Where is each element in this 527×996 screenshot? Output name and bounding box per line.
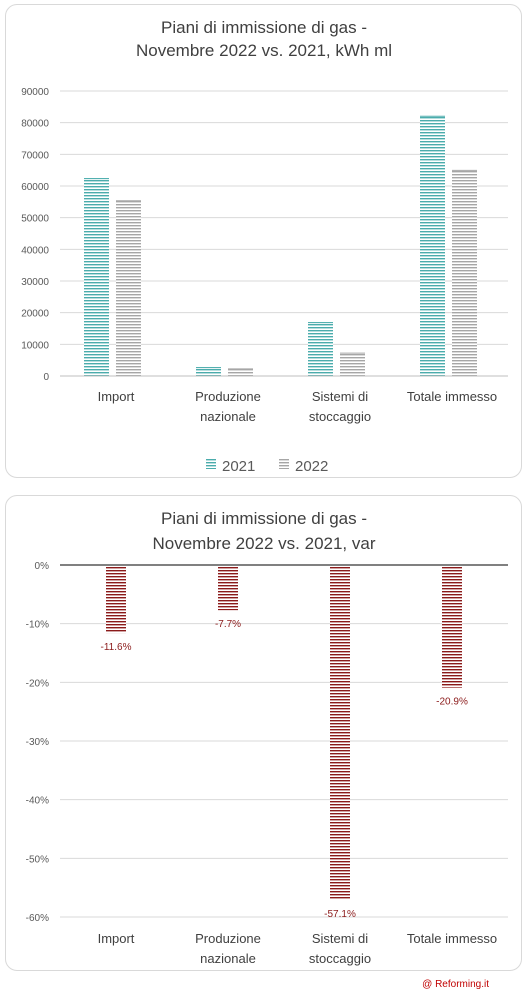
bar-2022 — [452, 169, 477, 376]
data-label: -20.9% — [436, 697, 468, 708]
data-label: -7.7% — [215, 619, 241, 630]
y-tick-label: -30% — [26, 737, 49, 748]
bar-2022 — [228, 368, 253, 376]
chart-title-line: Novembre 2022 vs. 2021, var — [152, 534, 375, 553]
chart-title: Piani di immissione di gas - Novembre 202… — [152, 509, 375, 553]
y-tick-label: -40% — [26, 796, 49, 807]
chart-panel-variation — [5, 495, 522, 971]
x-category-label: Sistemi di — [312, 389, 368, 404]
bar-variation — [106, 565, 126, 634]
x-category-label: Produzione — [195, 931, 261, 946]
data-label: -11.6% — [101, 642, 132, 653]
x-category-label: Import — [98, 931, 135, 946]
x-category-label: Sistemi di — [312, 931, 368, 946]
y-tick-label: -10% — [26, 620, 49, 631]
y-tick-label: 50000 — [21, 214, 49, 225]
chart-title: Piani di immissione di gas - Novembre 202… — [136, 18, 392, 60]
x-category-label: stoccaggio — [309, 409, 371, 424]
y-tick-label: 20000 — [21, 309, 49, 320]
data-label: -57.1% — [324, 909, 356, 920]
bar-2022 — [116, 200, 141, 376]
y-tick-label: -50% — [26, 854, 49, 865]
x-category-label: nazionale — [200, 951, 256, 966]
x-category-label: Produzione — [195, 389, 261, 404]
x-category-label: stoccaggio — [309, 951, 371, 966]
x-category-label: nazionale — [200, 409, 256, 424]
y-tick-label: -60% — [26, 913, 49, 924]
bar-2021 — [420, 115, 445, 376]
y-tick-label: 70000 — [21, 150, 49, 161]
legend-label: 2022 — [295, 458, 328, 475]
legend: 2021 2022 — [206, 458, 328, 475]
y-tick-label: 10000 — [21, 340, 49, 351]
chart-title-line: Novembre 2022 vs. 2021, kWh ml — [136, 41, 392, 60]
y-tick-label: 0% — [35, 561, 50, 572]
bar-2022 — [340, 352, 365, 376]
y-tick-label: 0 — [43, 372, 49, 383]
bar-2021 — [308, 322, 333, 376]
bar-2021 — [84, 178, 109, 376]
y-tick-label: 80000 — [21, 119, 49, 130]
watermark: @ Reforming.it — [422, 979, 489, 990]
x-category-label: Totale immesso — [407, 931, 497, 946]
y-tick-label: 40000 — [21, 245, 49, 256]
bar-variation — [218, 565, 238, 611]
chart-title-line: Piani di immissione di gas - — [161, 18, 367, 37]
y-tick-label: 90000 — [21, 87, 49, 98]
x-category-label: Totale immesso — [407, 389, 497, 404]
y-tick-label: -20% — [26, 678, 49, 689]
y-tick-label: 60000 — [21, 182, 49, 193]
bar-2021 — [196, 367, 221, 376]
legend-swatch-2021 — [206, 459, 216, 469]
bar-variation — [442, 565, 462, 688]
x-category-label: Import — [98, 389, 135, 404]
chart-volumes: Piani di immissione di gas - Novembre 202… — [21, 18, 508, 475]
legend-label: 2021 — [222, 458, 255, 475]
y-tick-label: 30000 — [21, 277, 49, 288]
chart-title-line: Piani di immissione di gas - — [161, 509, 367, 528]
legend-swatch-2022 — [279, 459, 289, 469]
bar-variation — [330, 565, 350, 900]
